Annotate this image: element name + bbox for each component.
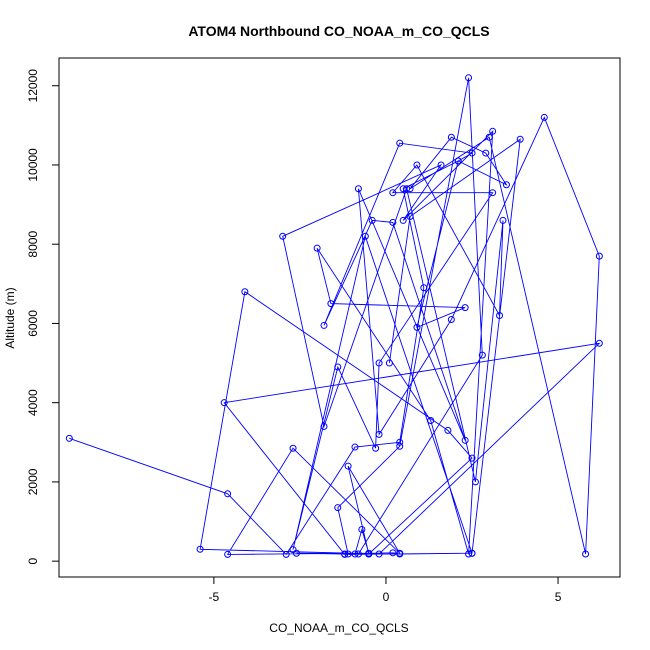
data-point [327, 300, 335, 308]
data-point [406, 212, 414, 220]
data-point [351, 443, 359, 451]
data-point [406, 185, 414, 193]
data-point [468, 454, 476, 462]
data-point [389, 549, 397, 557]
data-point [396, 550, 404, 558]
chart-title: ATOM4 Northbound CO_NOAA_m_CO_QCLS [188, 23, 489, 39]
x-tick-label: -5 [209, 590, 220, 604]
data-point [334, 504, 342, 512]
series-line [69, 77, 601, 556]
data-point [375, 359, 383, 367]
data-point [499, 216, 507, 224]
data-point [471, 478, 479, 486]
data-point [447, 315, 455, 323]
data-point [372, 444, 380, 452]
data-point [358, 525, 366, 533]
data-point [351, 550, 359, 558]
data-point [375, 430, 383, 438]
data-point [502, 181, 510, 189]
y-axis: 0 2000 4000 6000 8000 10000 12000 [26, 69, 60, 564]
data-point [196, 545, 204, 553]
data-point [313, 244, 321, 252]
data-point [465, 550, 473, 558]
y-tick-label: 8000 [26, 231, 40, 258]
data-point [224, 490, 232, 498]
plot-frame [58, 57, 621, 578]
y-tick-label: 6000 [26, 310, 40, 337]
x-axis: -5 0 5 [209, 576, 562, 604]
data-point [461, 304, 469, 312]
data-point [427, 417, 435, 425]
series-points-group [65, 74, 603, 558]
data-point [396, 438, 404, 446]
data-point [482, 149, 490, 157]
y-tick-label: 4000 [26, 389, 40, 416]
data-point [320, 321, 328, 329]
data-point [413, 161, 421, 169]
x-axis-label: CO_NOAA_m_CO_QCLS [269, 621, 408, 635]
data-point [341, 550, 349, 558]
data-point [595, 339, 603, 347]
data-point [334, 363, 342, 371]
data-point [361, 232, 369, 240]
data-point [396, 139, 404, 147]
data-point [516, 135, 524, 143]
data-point [496, 312, 504, 320]
data-point [224, 550, 232, 558]
data-point [389, 189, 397, 197]
data-point [396, 442, 404, 450]
data-point [389, 218, 397, 226]
data-point [220, 399, 228, 407]
data-point [354, 185, 362, 193]
y-axis-label: Altitude (m) [3, 287, 17, 348]
data-point [292, 549, 300, 557]
data-point [385, 359, 393, 367]
x-tick-label: 0 [383, 590, 390, 604]
data-point [489, 127, 497, 135]
data-point [289, 444, 297, 452]
data-point [65, 434, 73, 442]
y-tick-label: 2000 [26, 468, 40, 495]
data-point [582, 550, 590, 558]
y-tick-label: 10000 [26, 148, 40, 182]
data-point [454, 157, 462, 165]
data-point [485, 133, 493, 141]
data-point [368, 216, 376, 224]
data-point [403, 185, 411, 193]
data-point [241, 288, 249, 296]
data-point [465, 74, 473, 82]
data-point [461, 436, 469, 444]
data-point [447, 133, 455, 141]
data-point [468, 149, 476, 157]
data-point [344, 462, 352, 470]
data-point [279, 232, 287, 240]
data-point [478, 351, 486, 359]
data-point [375, 550, 383, 558]
data-point [595, 252, 603, 260]
data-point [344, 550, 352, 558]
x-tick-label: 5 [555, 590, 562, 604]
data-point [444, 426, 452, 434]
y-tick-label: 12000 [26, 69, 40, 103]
data-point [540, 113, 548, 121]
y-tick-label: 0 [26, 557, 40, 564]
data-point [413, 323, 421, 331]
data-point [489, 189, 497, 197]
data-point [320, 422, 328, 430]
data-point [282, 550, 290, 558]
data-point [420, 284, 428, 292]
data-point [399, 185, 407, 193]
data-point [354, 550, 362, 558]
data-point [437, 161, 445, 169]
series-line-group [69, 77, 601, 556]
data-point [399, 216, 407, 224]
data-point [365, 550, 373, 558]
data-point [468, 549, 476, 557]
